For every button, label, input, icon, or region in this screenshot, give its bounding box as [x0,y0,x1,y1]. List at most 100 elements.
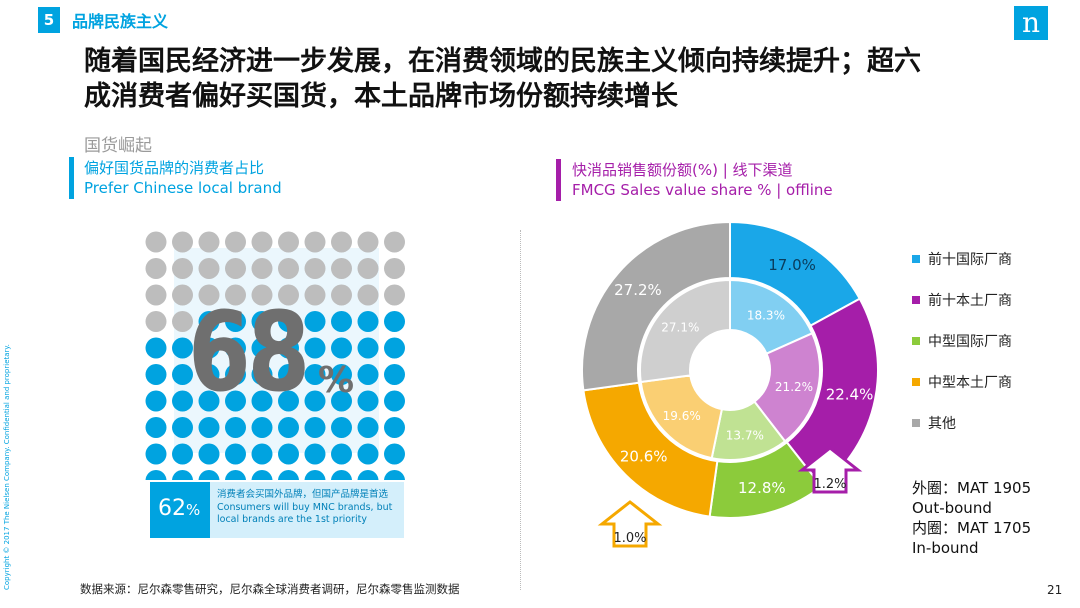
dot-blue [225,311,246,332]
dot-blue [357,390,379,412]
dot-blue [331,337,352,359]
right-label-en: FMCG Sales value share % | offline [572,181,833,199]
dot-gray [225,231,246,253]
dot-blue [172,364,193,385]
dot-blue [251,337,273,359]
dot-blue [331,390,352,412]
legend-item: 中型国际厂商 [912,320,1012,361]
dot-gray [225,284,246,306]
dot-blue [304,417,326,438]
dot-gray [278,231,299,253]
dot-gray [331,231,352,253]
change-arrow-label-2: 1.0% [613,531,646,546]
page-number: 21 [1047,583,1063,597]
big-percentage-value: 68 [188,288,310,416]
dot-gray [384,258,405,279]
dot-blue [198,364,220,385]
dot-blue [145,390,167,412]
dot-blue [225,417,246,438]
dot-gray [331,284,352,306]
legend-swatch [912,418,920,427]
dot-blue [357,443,379,465]
dot-blue [225,337,246,359]
dot-gray [145,231,167,253]
dot-blue [357,417,379,438]
dot-gray [225,258,246,279]
dot-blue [251,470,273,480]
dot-gray [145,284,167,306]
outer-ring-type: Out-bound [912,499,992,517]
change-arrow-2: 1.0% [597,500,663,548]
dot-blue [225,443,246,465]
dot-gray [172,231,193,253]
dot-blue [225,364,246,385]
dot-gray [251,284,273,306]
dot-blue [198,417,220,438]
dot-blue [145,470,167,480]
left-label-cn: 偏好国货品牌的消费者占比 [84,159,265,177]
dot-blue [384,417,405,438]
dot-blue [384,337,405,359]
dot-gray [145,258,167,279]
dot-gray [172,284,193,306]
inner-slice-label-1: 18.3% [747,309,785,323]
nielsen-logo: n [1014,6,1048,40]
left-label-en: Prefer Chinese local brand [84,179,282,197]
legend-label: 中型国际厂商 [928,333,1012,350]
dot-blue [145,337,167,359]
section-title: 品牌民族主义 [72,12,169,31]
dot-gray [172,311,193,332]
info-box-text-en: Consumers will buy MNC brands, but local… [217,502,393,525]
dot-blue [198,390,220,412]
dot-blue [384,364,405,385]
info-box-number: 62 [158,496,186,521]
outer-slice-label-5: 27.2% [614,281,662,299]
legend-label: 中型本土厂商 [928,374,1012,391]
dot-gray [172,258,193,279]
dot-blue [172,470,193,480]
outer-slice-label-1: 17.0% [768,256,816,274]
dot-blue [278,470,299,480]
change-arrow-1: 1.2% [797,446,863,494]
dot-gray [198,258,220,279]
dot-blue [357,311,379,332]
dot-blue [198,311,220,332]
dot-blue [331,364,352,385]
dot-gray [304,284,326,306]
headline-line-2: 成消费者偏好买国货，本土品牌市场份额持续增长 [84,81,678,112]
source-note: 数据来源：尼尔森零售研究，尼尔森全球消费者调研，尼尔森零售监测数据 [80,582,460,596]
dot-blue [357,470,379,480]
dot-blue [304,337,326,359]
dot-blue [145,417,167,438]
legend-label: 前十本土厂商 [928,292,1012,309]
panel-divider [520,230,521,590]
dot-blue [278,390,299,412]
inner-slice-label-2: 21.2% [775,380,813,394]
dot-blue [357,337,379,359]
dot-blue [225,390,246,412]
legend-item: 中型本土厂商 [912,361,1012,402]
dot-blue [198,337,220,359]
dot-gray [357,258,379,279]
period-note: 外圈：MAT 1905 Out-bound 内圈：MAT 1705 In-bou… [912,478,1031,558]
legend-item: 其他 [912,402,1012,443]
dot-gray [357,231,379,253]
dot-blue [172,390,193,412]
dot-blue [251,443,273,465]
dot-gray [278,258,299,279]
dot-blue [384,390,405,412]
dot-gray [384,284,405,306]
inner-slice-label-5: 27.1% [661,321,699,335]
dot-blue [384,470,405,480]
dot-blue [384,443,405,465]
chart-legend: 前十国际厂商 前十本土厂商 中型国际厂商 中型本土厂商 其他 [912,238,1012,443]
headline-line-1: 随着国民经济进一步发展，在消费领域的民族主义倾向持续提升；超六 [84,46,921,77]
dot-blue [251,417,273,438]
inner-ring-period: 内圈：MAT 1705 [912,519,1032,537]
inner-slice-5 [639,278,731,384]
dot-gray [384,231,405,253]
big-percentage-unit: % [318,360,355,401]
dot-gray [145,311,167,332]
dot-blue [278,443,299,465]
dot-blue [145,364,167,385]
